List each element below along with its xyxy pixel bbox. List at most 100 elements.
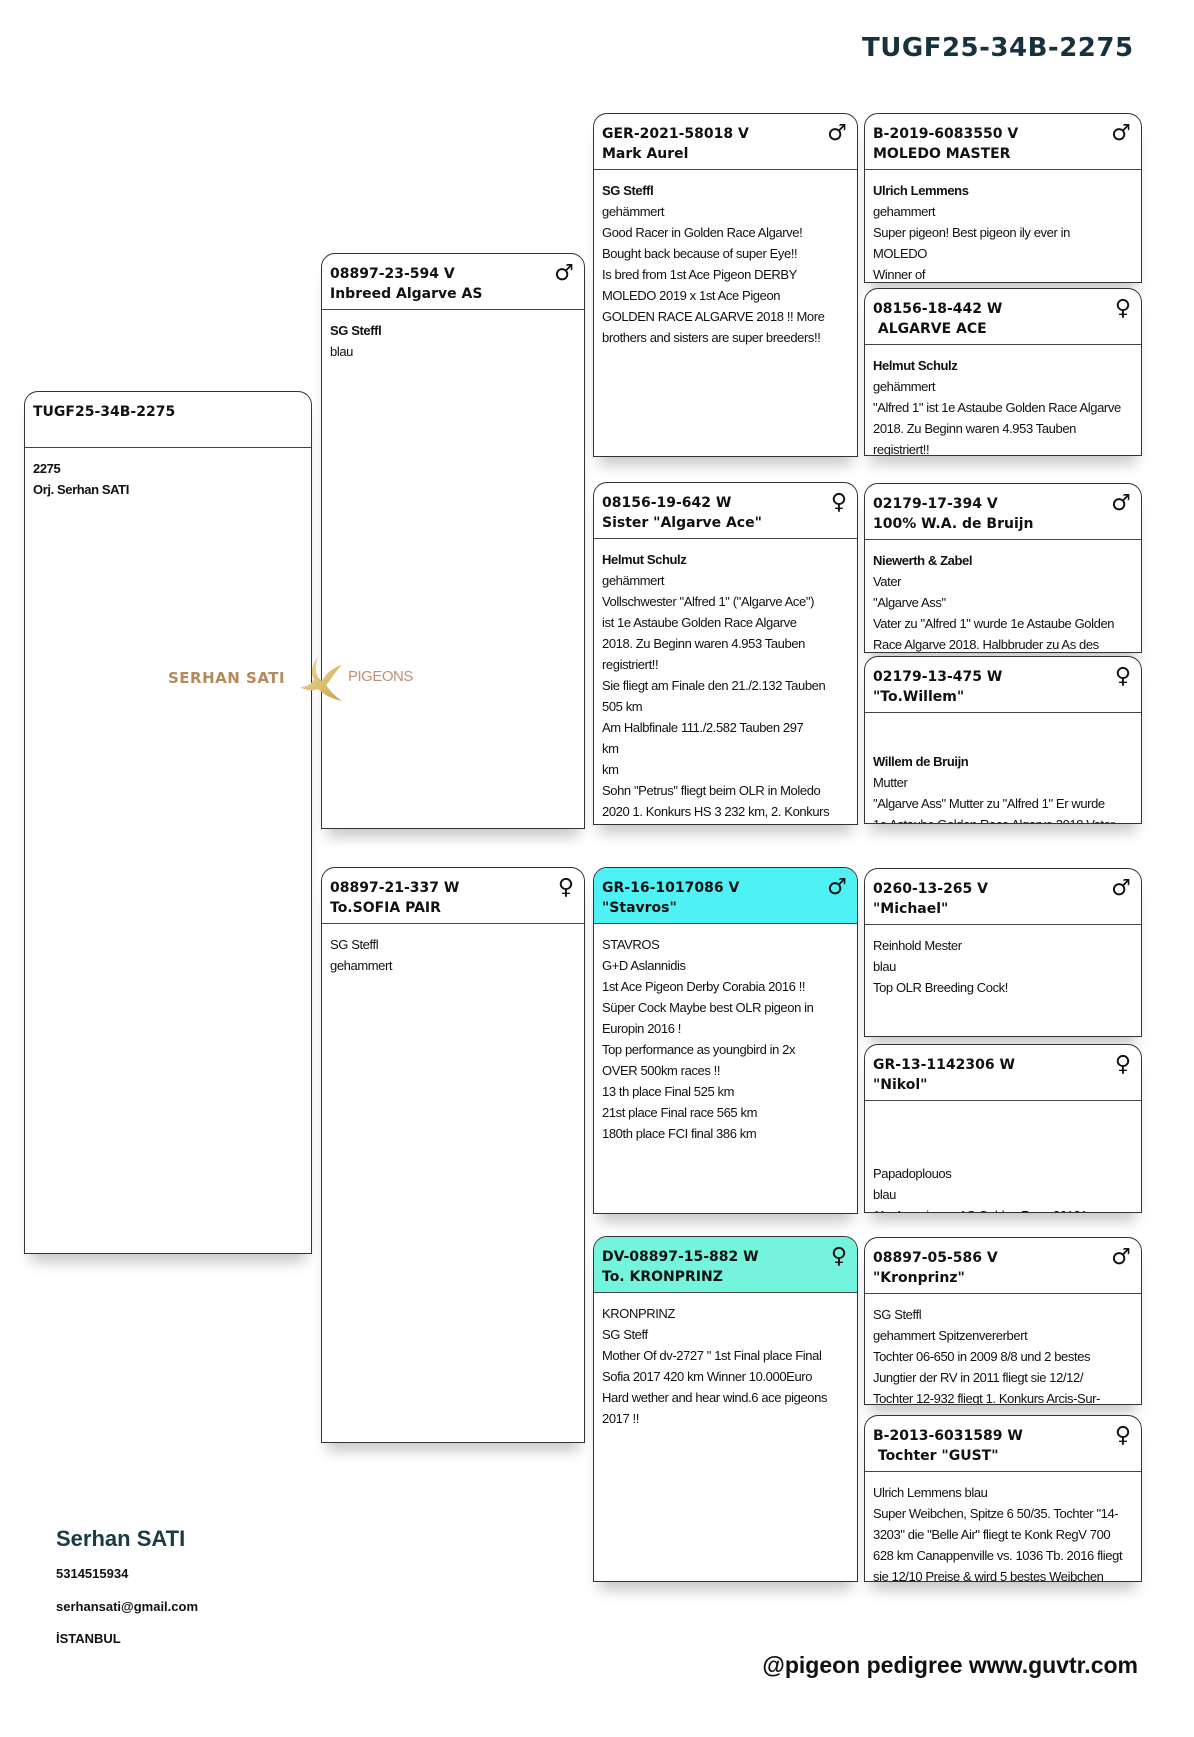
female-icon: ♀ (830, 1244, 847, 1269)
website: @pigeon pedigree www.guvtr.com (762, 1652, 1138, 1678)
female-icon: ♀ (1114, 296, 1131, 321)
pigeon-name: "To.Willem" (873, 689, 965, 705)
note-line: Mutter (873, 775, 908, 790)
male-icon: ♂ (827, 875, 847, 900)
pigeon-name: 100% W.A. de Bruijn (873, 516, 1034, 532)
note-line: Vater zu "Alfred 1" wurde 1e Astaube Gol… (873, 616, 1115, 631)
ring-number: GER-2021-58018 V (602, 126, 749, 142)
pedigree-card[interactable]: 08156-18-442 W ALGARVE ACE ♀ Helmut Schulz… (864, 288, 1142, 456)
card-notes: KRONPRINZ SG Steff Mother Of dv-2727 " 1st… (594, 1293, 857, 1429)
pigeon-name: "Michael" (873, 901, 949, 917)
card-header: 08156-19-642 W Sister "Algarve Ace" ♀ (594, 483, 857, 539)
pedigree-card[interactable]: 02179-17-394 V 100% W.A. de Bruijn ♂ Niewer… (864, 483, 1142, 653)
note-line: gehammert (873, 204, 936, 219)
note-line: Sie fliegt am Finale den 21./2.132 Taube… (602, 678, 826, 693)
note-line: Mother Of dv-2727 " 1st Final place Fina… (602, 1348, 822, 1363)
note-line: blau (873, 959, 896, 974)
note-line: 1st Ace Pigeon Derby Corabia 2016 !! (602, 979, 806, 994)
note-line: Süper Cock Maybe best OLR pigeon in (602, 1000, 814, 1015)
note-line: "Algarve Ass" (873, 595, 946, 610)
note-line: Europin 2016 ! (602, 1021, 681, 1036)
pedigree-card[interactable]: GR-13-1142306 W "Nikol" ♀ Papadoplouos blau 1… (864, 1044, 1142, 1213)
note-line: Super pigeon! Best pigeon ily ever in (873, 225, 1070, 240)
pedigree-card[interactable]: B-2019-6083550 V MOLEDO MASTER ♂ Ulrich Lem… (864, 113, 1142, 283)
card-header: 0260-13-265 V "Michael" ♂ (865, 869, 1141, 925)
female-icon: ♀ (1114, 664, 1131, 689)
pigeon-name: To.SOFIA PAIR (330, 900, 441, 916)
note-line: Sohn "Petrus" fliegt beim OLR in Moledo (602, 783, 821, 798)
pedigree-card[interactable]: 08897-05-586 V "Kronprinz" ♂ SG Steffl geha… (864, 1237, 1142, 1405)
note-line: 11e Ace pigeon AS Golden Race 20131 (873, 1205, 1133, 1212)
ring-number: 0260-13-265 V (873, 881, 989, 897)
note-line: sie 12/10 Preise & wird 5 bestes Weibche… (873, 1569, 1104, 1582)
ring-number: DV-08897-15-882 W (602, 1249, 759, 1265)
male-icon: ♂ (827, 121, 847, 146)
note-line: 21st place Final race 565 km (602, 1105, 757, 1120)
card-notes: SG Steffl gehammert Spitzenvererbert Toch… (865, 1294, 1141, 1405)
note-line: Bought back because of super Eye!! (602, 246, 798, 261)
note-line: Ulrich Lemmens (873, 183, 969, 198)
note-line: gehämmert (602, 573, 665, 588)
note-line: Helmut Schulz (602, 552, 687, 567)
pedigree-card[interactable]: GER-2021-58018 V Mark Aurel ♂ SG Steffl gehä… (593, 113, 858, 457)
note-line: OVER 500km races !! (602, 1063, 721, 1078)
note-line: 13 th place Final 525 km (602, 1084, 735, 1099)
note-line: Reinhold Mester (873, 938, 962, 953)
ring-number: B-2013-6031589 W (873, 1428, 1023, 1444)
card-header: DV-08897-15-882 W To. KRONPRINZ ♀ (594, 1237, 857, 1293)
note-line: Willem de Bruijn (873, 754, 969, 769)
owner-phone: 5314515934 (56, 1566, 129, 1581)
pedigree-card[interactable]: TUGF25-34B-2275 2275 Orj. Serhan SATI (24, 391, 312, 1254)
note-line: SG Steffl (873, 1307, 922, 1322)
logo: SERHAN SATI PIGEONS (168, 655, 428, 703)
note-line: Tochter 06-650 in 2009 8/8 und 2 bestes (873, 1349, 1091, 1364)
ring-number: 02179-17-394 V (873, 496, 998, 512)
pedigree-card[interactable]: 0260-13-265 V "Michael" ♂ Reinhold Mester bl… (864, 868, 1142, 1037)
pedigree-card[interactable]: DV-08897-15-882 W To. KRONPRINZ ♀ KRONPRINZ… (593, 1236, 858, 1582)
card-notes: Reinhold Mester blau Top OLR Breeding Cock… (865, 925, 1141, 998)
note-line: registriert!! (873, 442, 930, 456)
note-line: Race Algarve 2018. Halbbruder zu As des (873, 637, 1099, 652)
pigeon-name: Sister "Algarve Ace" (602, 515, 762, 531)
page-title: TUGF25-34B-2275 (862, 33, 1134, 63)
pedigree-card[interactable]: GR-16-1017086 V "Stavros" ♂ STAVROS G+D Asla… (593, 867, 858, 1214)
ring-number: 08156-18-442 W (873, 301, 1003, 317)
owner-name: Serhan SATI (56, 1526, 186, 1551)
note-line: KRONPRINZ (602, 1306, 675, 1321)
pedigree-card[interactable]: 08156-19-642 W Sister "Algarve Ace" ♀ Helmu… (593, 482, 858, 825)
card-notes: SG Steffl blau (322, 310, 584, 362)
note-line: Top performance as youngbird in 2x (602, 1042, 796, 1057)
ring-number: 02179-13-475 W (873, 669, 1003, 685)
note-line: 628 km Canappenville vs. 1036 Tb. 2016 f… (873, 1548, 1123, 1563)
dove-logo-icon (300, 657, 342, 701)
card-notes: Niewerth & Zabel Vater "Algarve Ass" Vater … (865, 540, 1141, 652)
ring-number: 08897-23-594 V (330, 266, 455, 282)
note-line: Ulrich Lemmens blau (873, 1485, 988, 1500)
pedigree-card[interactable]: 08897-23-594 V Inbreed Algarve AS ♂ SG Stef… (321, 253, 585, 829)
pedigree-card[interactable]: 02179-13-475 W "To.Willem" ♀ Willem de Brui… (864, 656, 1142, 824)
male-icon: ♂ (554, 261, 574, 286)
note-line: MOLEDO 2019 x 1st Ace Pigeon (602, 288, 781, 303)
card-header: 08156-18-442 W ALGARVE ACE ♀ (865, 289, 1141, 345)
note-line: gehammert Spitzenvererbert (873, 1328, 1028, 1343)
logo-brand: SERHAN SATI (168, 669, 286, 687)
pigeon-name: ALGARVE ACE (873, 321, 987, 337)
note-line: Top OLR Breeding Cock! (873, 980, 1008, 995)
card-notes: Papadoplouos blau 11e Ace pigeon AS Golden… (865, 1101, 1141, 1212)
note-line: km (602, 741, 619, 756)
card-notes: 2275 Orj. Serhan SATI (25, 448, 311, 500)
pedigree-card[interactable]: B-2013-6031589 W Tochter "GUST" ♀ Ulrich L… (864, 1415, 1142, 1582)
pedigree-card[interactable]: 08897-21-337 W To.SOFIA PAIR ♀ SG Steffl geh… (321, 867, 585, 1443)
card-notes: Helmut Schulz gehämmert Vollschwester "Alf… (594, 539, 857, 822)
note-line: Hard wether and hear wind.6 ace pigeons (602, 1390, 828, 1405)
card-notes: Ulrich Lemmens blau Super Weibchen, Spitz… (865, 1472, 1141, 1582)
card-header: 08897-21-337 W To.SOFIA PAIR ♀ (322, 868, 584, 924)
note-line: gehämmert (873, 379, 936, 394)
note-line: gehammert (330, 958, 393, 973)
male-icon: ♂ (1111, 876, 1131, 901)
note-line: Tochter 12-932 fliegt 1. Konkurs Arcis-S… (873, 1391, 1101, 1405)
note-line: Orj. Serhan SATI (33, 482, 129, 497)
female-icon: ♀ (830, 490, 847, 515)
ring-number: B-2019-6083550 V (873, 126, 1019, 142)
ring-number: TUGF25-34B-2275 (33, 404, 176, 420)
